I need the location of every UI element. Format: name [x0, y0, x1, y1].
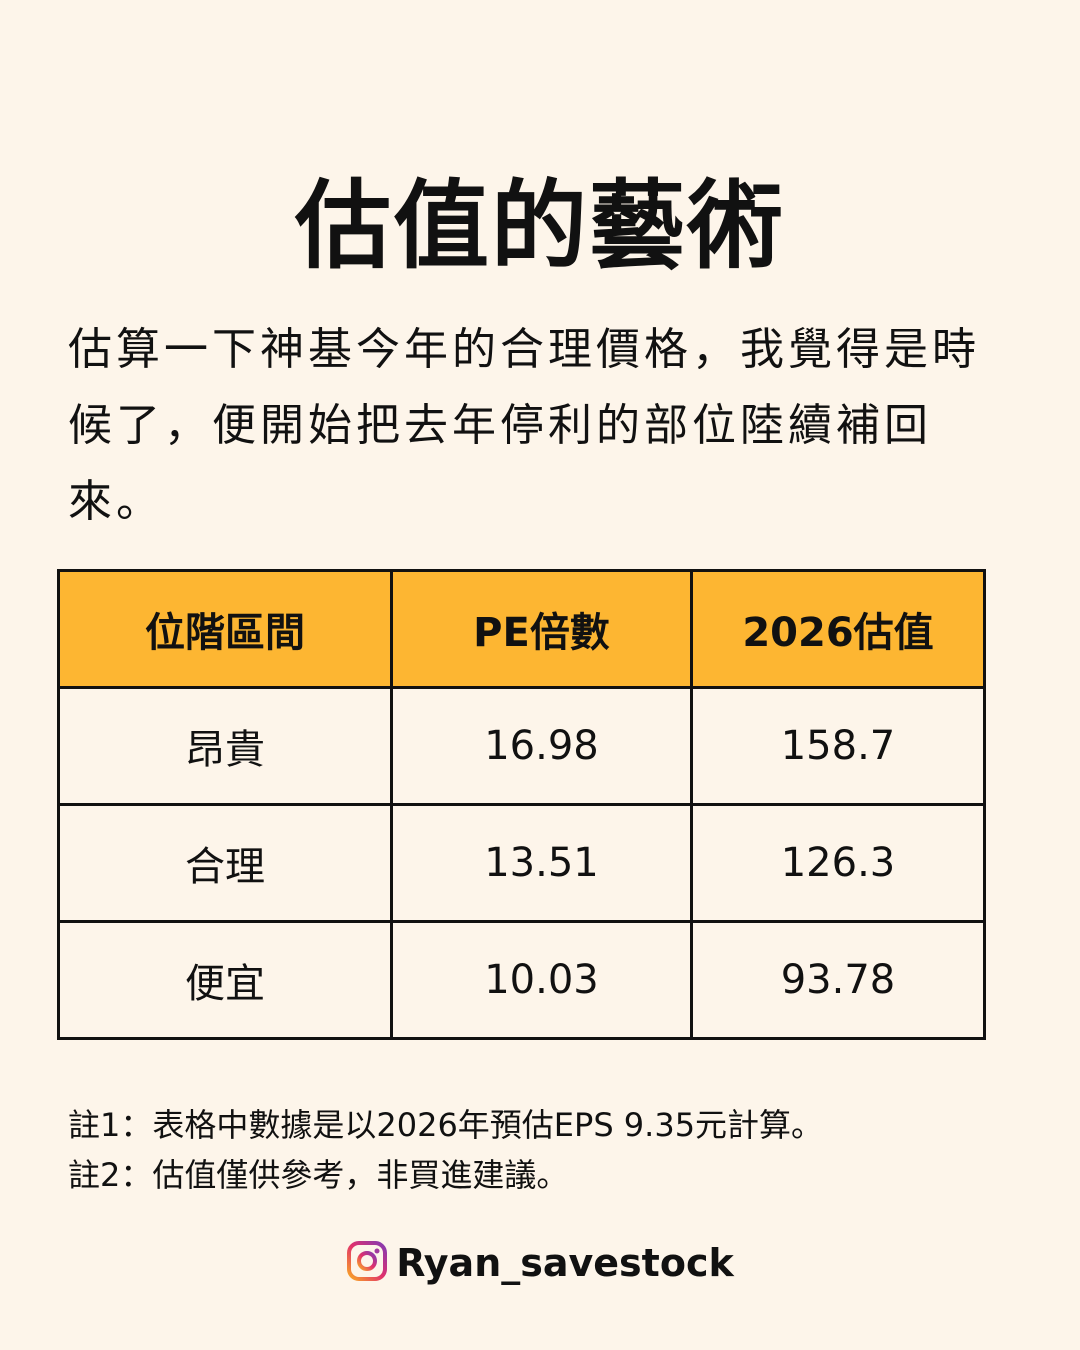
table-header-row: 位階區間 PE倍數 2026估值: [57, 569, 986, 689]
cell-valuation: 158.7: [690, 686, 986, 806]
cell-valuation: 93.78: [690, 920, 986, 1040]
instagram-icon: [346, 1240, 388, 1286]
header-pe: PE倍數: [390, 569, 693, 689]
intro-paragraph: 估算一下神基今年的合理價格，我覺得是時候了，便開始把去年停利的部位陸續補回來。: [68, 324, 980, 527]
instagram-handle: Ryan_savestock: [396, 1241, 734, 1285]
page-title: 估值的藝術: [295, 170, 785, 282]
valuation-table: 位階區間 PE倍數 2026估值 昂貴 16.98 158.7 合理 13.51…: [57, 569, 986, 1040]
cell-range: 合理: [57, 803, 393, 923]
table-row: 昂貴 16.98 158.7: [57, 686, 986, 806]
notes: 註1：表格中數據是以2026年預估EPS 9.35元計算。 註2：估值僅供參考，…: [68, 1100, 823, 1200]
cell-range: 昂貴: [57, 686, 393, 806]
cell-range: 便宜: [57, 920, 393, 1040]
header-valuation: 2026估值: [690, 569, 986, 689]
note-2: 註2：估值僅供參考，非買進建議。: [68, 1156, 569, 1194]
table-row: 合理 13.51 126.3: [57, 803, 986, 923]
header-range: 位階區間: [57, 569, 393, 689]
footer: Ryan_savestock: [0, 1240, 1080, 1286]
table-row: 便宜 10.03 93.78: [57, 920, 986, 1040]
cell-pe: 10.03: [390, 920, 693, 1040]
cell-pe: 16.98: [390, 686, 693, 806]
note-1: 註1：表格中數據是以2026年預估EPS 9.35元計算。: [68, 1106, 824, 1144]
cell-pe: 13.51: [390, 803, 693, 923]
cell-valuation: 126.3: [690, 803, 986, 923]
